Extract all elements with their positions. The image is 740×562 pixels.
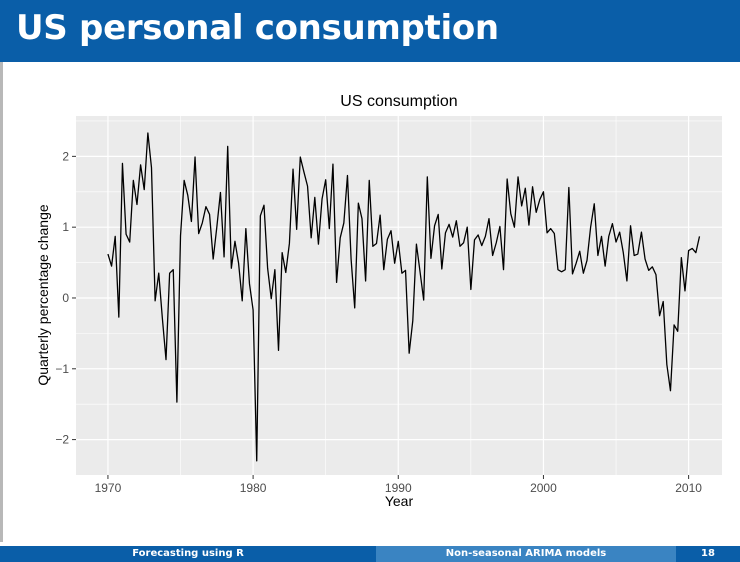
- y-tick-label: −2: [55, 433, 69, 447]
- slide-edge-divider: [0, 62, 3, 542]
- x-tick-label: 1970: [95, 481, 122, 495]
- y-tick-label: 0: [62, 291, 69, 305]
- x-axis-ticks: 1970 1980 1990 2000 2010: [95, 475, 702, 495]
- footer-section-title: Non-seasonal ARIMA models: [376, 546, 676, 562]
- footer-bar: Forecasting using R Non-seasonal ARIMA m…: [0, 546, 740, 562]
- grid-major: [76, 116, 722, 475]
- slide-header: US personal consumption: [0, 0, 740, 62]
- plot-panel: [76, 116, 722, 475]
- x-tick-label: 2000: [530, 481, 557, 495]
- x-tick-label: 1990: [385, 481, 412, 495]
- y-axis-ticks: −2 −1 0 1 2: [55, 149, 76, 447]
- grid-minor: [76, 116, 722, 475]
- footer-page-number: 18: [676, 546, 740, 562]
- chart-title: US consumption: [340, 93, 457, 110]
- x-tick-label: 2010: [675, 481, 702, 495]
- footer-course-title: Forecasting using R: [0, 546, 376, 562]
- series-line: [107, 132, 701, 462]
- x-axis-label: Year: [385, 493, 414, 509]
- y-axis-label: Quarterly percentage change: [35, 204, 51, 386]
- y-tick-label: 2: [62, 149, 69, 163]
- slide-title: US personal consumption: [16, 8, 499, 48]
- y-tick-label: −1: [55, 362, 69, 376]
- y-tick-label: 1: [62, 220, 69, 234]
- line-chart: US consumption 1970 1980 1990 2000 2010 −2 −1…: [35, 93, 722, 509]
- x-tick-label: 1980: [240, 481, 267, 495]
